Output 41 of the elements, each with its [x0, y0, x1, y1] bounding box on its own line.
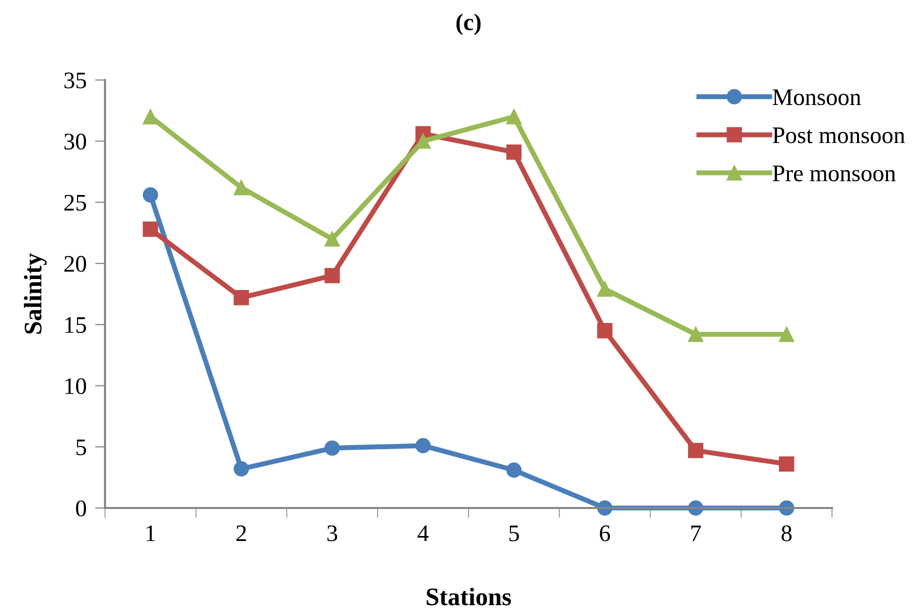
point	[324, 231, 340, 247]
point	[234, 180, 249, 196]
x-tick-label: 7	[691, 526, 701, 542]
y-tick-label: 35	[64, 72, 86, 88]
x-tick-label: 8	[782, 525, 792, 542]
point	[688, 326, 704, 342]
point	[142, 222, 158, 237]
chart-title: (c)	[456, 14, 481, 36]
x-tick-label: 5	[509, 526, 519, 542]
legend-label: Monsoon	[772, 89, 861, 106]
legend-label: Pre monsoon	[772, 166, 896, 182]
point	[506, 462, 522, 478]
point	[142, 109, 158, 124]
x-tick-label: 6	[600, 525, 610, 542]
point	[506, 109, 522, 124]
point	[688, 442, 704, 458]
x-tick-label: 4	[418, 526, 429, 542]
legend-label: Post monsoon	[772, 128, 905, 144]
x-axis-title: Stations	[426, 588, 511, 606]
y-tick-label: 5	[76, 440, 86, 456]
point	[506, 144, 522, 160]
y-tick-label: 15	[65, 317, 86, 333]
x-tick-label: 1	[146, 525, 155, 542]
point	[597, 323, 612, 338]
y-tick-label: 0	[76, 500, 86, 516]
point	[142, 187, 158, 203]
x-tick-label: 2	[236, 525, 246, 542]
y-tick-label: 10	[65, 378, 86, 394]
y-tick-label: 30	[64, 134, 86, 150]
point	[324, 268, 340, 284]
point	[324, 440, 340, 456]
point	[234, 290, 249, 306]
y-tick-label: 20	[64, 256, 86, 272]
point	[778, 326, 794, 342]
point	[778, 456, 794, 472]
point	[234, 461, 249, 477]
point	[597, 281, 612, 297]
y-axis-title: Salinity	[24, 253, 47, 334]
x-tick-label: 3	[327, 525, 338, 542]
point	[415, 438, 431, 454]
y-tick-label: 25	[64, 194, 86, 211]
